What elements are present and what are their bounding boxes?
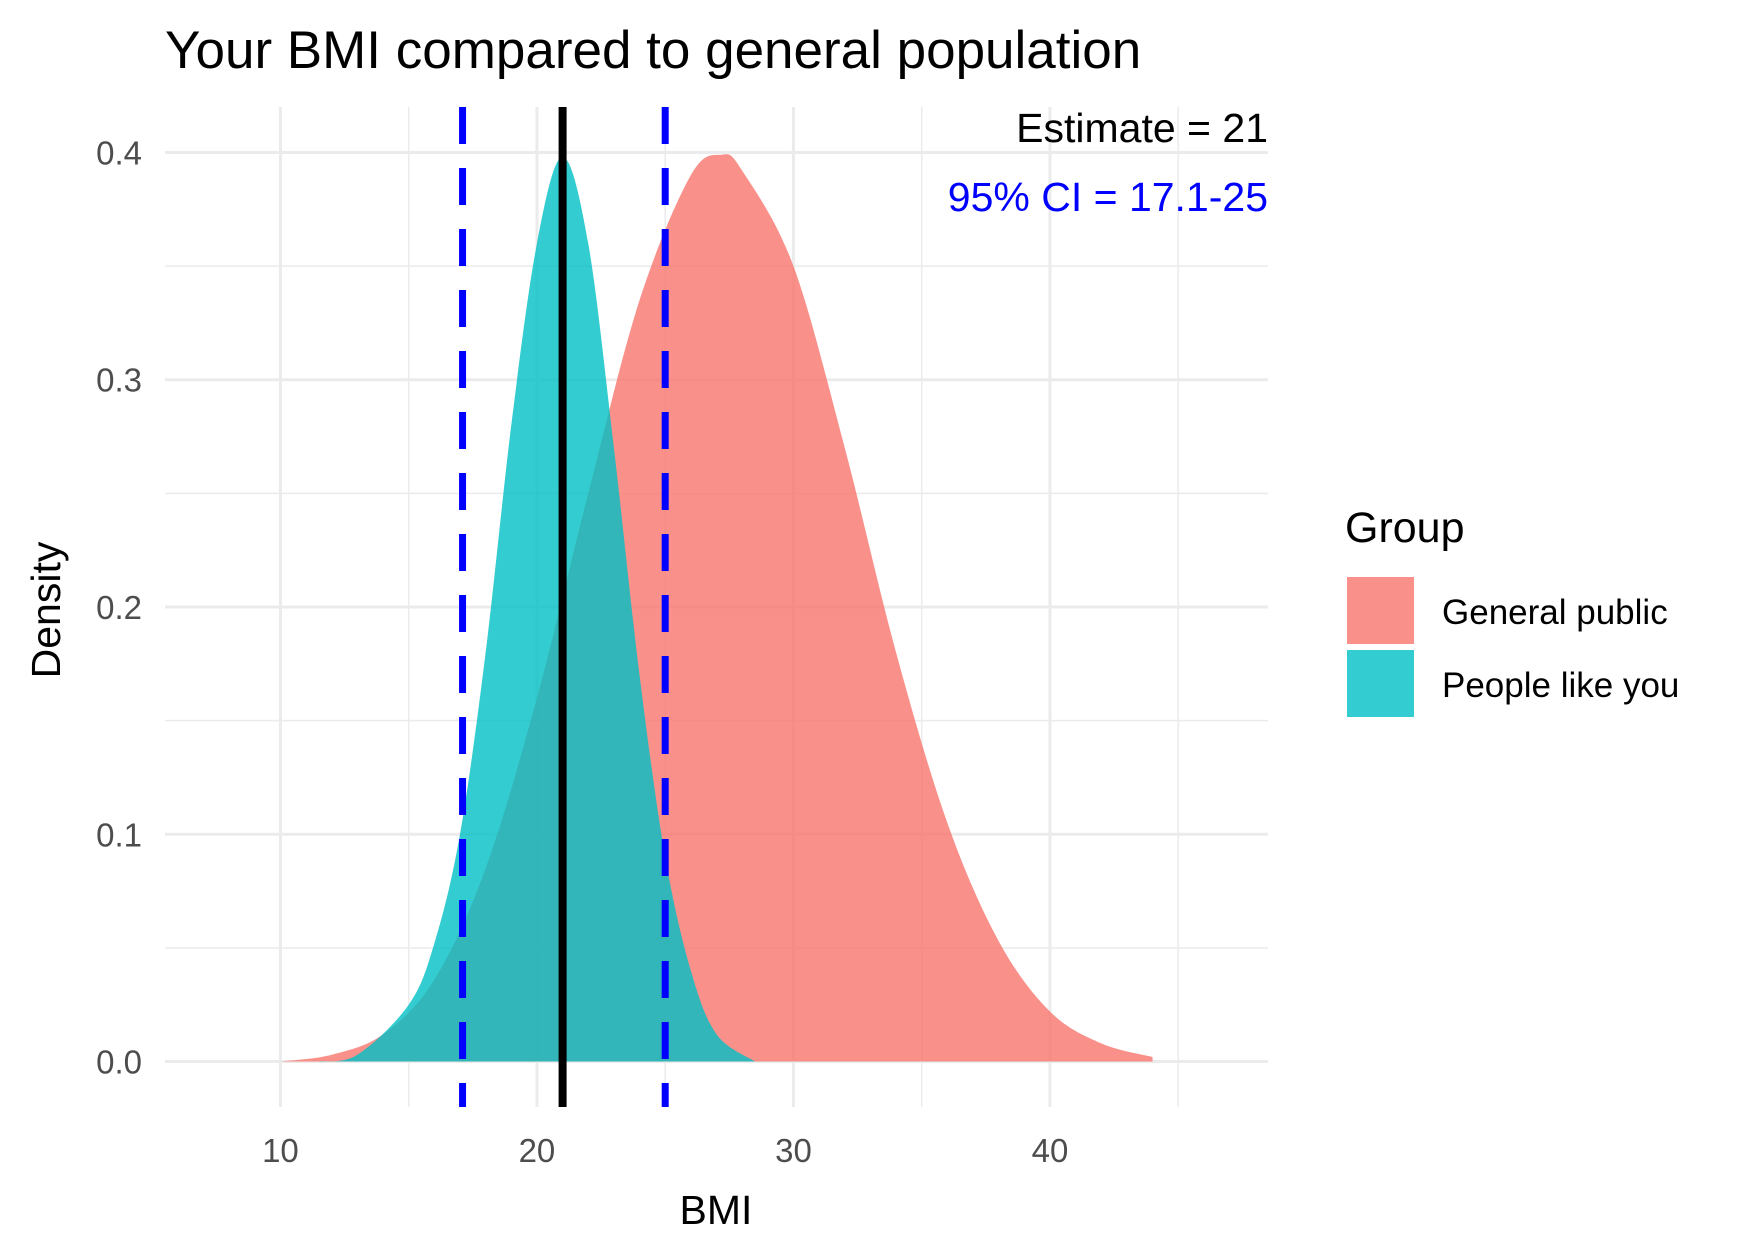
x-axis-title: BMI	[680, 1187, 753, 1233]
y-tick-labels: 0.0 0.1 0.2 0.3 0.4	[96, 134, 142, 1080]
x-tick-label: 10	[262, 1132, 299, 1169]
legend-key-people-like-you	[1347, 650, 1414, 717]
legend-key-general-public	[1347, 577, 1414, 644]
y-axis-title: Density	[23, 541, 69, 678]
y-tick-label: 0.3	[96, 362, 142, 399]
ci-annotation: 95% CI = 17.1-25	[948, 174, 1268, 220]
density-areas	[280, 154, 1153, 1062]
y-tick-label: 0.1	[96, 816, 142, 853]
legend-label-general-public: General public	[1442, 593, 1668, 632]
estimate-annotation: Estimate = 21	[1016, 105, 1268, 151]
x-tick-label: 40	[1032, 1132, 1069, 1169]
chart-title: Your BMI compared to general population	[165, 21, 1141, 80]
x-tick-label: 30	[775, 1132, 812, 1169]
y-tick-label: 0.4	[96, 134, 142, 171]
y-tick-label: 0.0	[96, 1044, 142, 1081]
legend-title: Group	[1345, 504, 1465, 552]
x-tick-labels: 10 20 30 40	[262, 1132, 1068, 1169]
x-tick-label: 20	[519, 1132, 556, 1169]
y-tick-label: 0.2	[96, 589, 142, 626]
density-area-people-like-you	[318, 157, 755, 1062]
reference-lines	[459, 107, 669, 1107]
legend-label-people-like-you: People like you	[1442, 666, 1679, 705]
